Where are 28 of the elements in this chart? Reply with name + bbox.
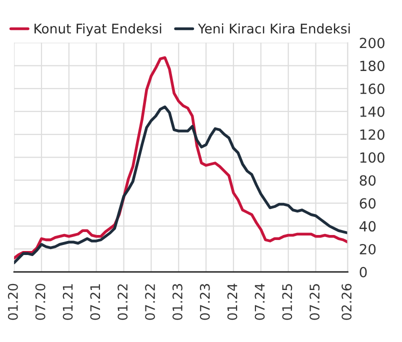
y-tick-label: 200 bbox=[360, 38, 384, 48]
x-tick-label: 07.25 bbox=[310, 284, 320, 320]
line-series bbox=[14, 56, 348, 260]
x-tick-label: 07.21 bbox=[90, 284, 100, 320]
y-tick-label: 140 bbox=[360, 106, 384, 117]
x-tick-label: 07.23 bbox=[200, 284, 210, 320]
y-tick-label: 60 bbox=[360, 198, 376, 209]
x-tick-label: 07.22 bbox=[145, 284, 156, 320]
x-tick-label: 01.22 bbox=[118, 284, 128, 320]
x-tick-label: 01.21 bbox=[62, 284, 73, 320]
x-tick-label: 01.24 bbox=[227, 284, 238, 320]
y-tick-label: 0 bbox=[360, 266, 367, 278]
x-tick-label: 07.20 bbox=[35, 284, 46, 320]
x-tick-label: 01.20 bbox=[8, 284, 18, 320]
x-tick-label: 01.25 bbox=[282, 284, 292, 320]
legend-label: Yeni Kiracı Kira Endeksi bbox=[198, 23, 350, 34]
y-tick-label: 40 bbox=[360, 221, 376, 232]
y-tick-label: 120 bbox=[360, 129, 384, 140]
y-tick-label: 100 bbox=[360, 152, 384, 163]
y-tick-label: 20 bbox=[360, 244, 376, 254]
legend-label: Konut Fiyat Endeksi bbox=[34, 23, 162, 36]
x-tick-label: 07.24 bbox=[254, 284, 265, 320]
y-tick-label: 80 bbox=[360, 175, 376, 186]
y-tick-label: 160 bbox=[360, 84, 384, 94]
line-series bbox=[14, 106, 348, 264]
y-tick-label: 180 bbox=[360, 60, 384, 72]
x-tick-label: 02.26 bbox=[342, 284, 352, 320]
x-tick-label: 01.23 bbox=[172, 284, 182, 320]
